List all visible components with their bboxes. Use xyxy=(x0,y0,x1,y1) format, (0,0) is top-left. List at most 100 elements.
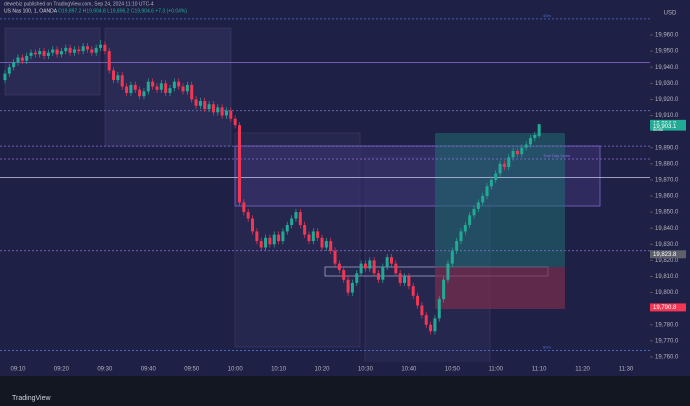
price-label-box xyxy=(650,303,686,312)
zone-box xyxy=(4,27,101,96)
candle-body xyxy=(537,124,541,137)
y-tick-label: 19,830.0 xyxy=(655,242,679,248)
candle-body xyxy=(29,52,33,56)
x-tick-label: 09:20 xyxy=(54,367,70,373)
y-tick-label: 19,810.0 xyxy=(655,274,679,280)
candle-body xyxy=(194,99,198,106)
candle-body xyxy=(324,241,328,248)
candle-body xyxy=(277,234,281,242)
candle-body xyxy=(25,55,29,61)
candle-body xyxy=(303,224,307,235)
x-tick-label: 10:10 xyxy=(271,367,287,373)
candle-body xyxy=(368,260,372,269)
candle-body xyxy=(233,118,237,126)
candle-body xyxy=(294,212,298,219)
candle-body xyxy=(389,257,393,264)
zones xyxy=(4,27,601,362)
candle-body xyxy=(290,218,294,225)
candle-body xyxy=(511,150,515,158)
candle-body xyxy=(120,75,124,87)
candle-body xyxy=(272,234,276,245)
candle-body xyxy=(155,86,159,90)
candle-body xyxy=(94,47,98,53)
candle-body xyxy=(433,318,437,332)
y-tick-label: 19,860.0 xyxy=(655,194,679,200)
candle-body xyxy=(420,305,424,316)
candle-body xyxy=(129,84,133,93)
candle-body xyxy=(68,47,72,53)
y-tick-label: 19,940.0 xyxy=(655,65,679,71)
candle-body xyxy=(381,266,385,280)
candle-body xyxy=(398,273,402,283)
ohlc-readout: O19,897.2 H19,904.8 L19,896.2 C19,904.6 … xyxy=(58,8,187,14)
candle-body xyxy=(138,89,142,97)
candle-body xyxy=(359,263,363,274)
candle-body xyxy=(285,224,289,232)
y-tick-label: 19,800.0 xyxy=(655,290,679,296)
candle-body xyxy=(463,224,467,232)
candle-body xyxy=(307,234,311,242)
y-tick-label: 19,760.0 xyxy=(655,355,679,361)
price-label-box xyxy=(650,122,686,131)
candle-body xyxy=(329,241,333,251)
candle-body xyxy=(198,101,202,106)
countdown: 00:50 xyxy=(653,127,664,132)
candle-body xyxy=(507,157,511,168)
candle-body xyxy=(502,163,506,168)
candle-body xyxy=(316,231,320,238)
candle-body xyxy=(481,196,485,203)
candle-body xyxy=(485,186,489,196)
candle-body xyxy=(520,147,524,155)
candle-body xyxy=(363,263,367,269)
y-tick-label: 19,870.0 xyxy=(655,177,679,183)
level-label: 60m xyxy=(543,345,551,350)
time-axis-bg xyxy=(0,362,690,376)
candle-body xyxy=(515,150,519,155)
x-tick-label: 10:30 xyxy=(358,367,374,373)
x-tick-label: 09:40 xyxy=(141,367,157,373)
y-tick-label: 19,960.0 xyxy=(655,33,679,39)
x-tick-label: 09:10 xyxy=(10,367,26,373)
candle-body xyxy=(251,218,255,232)
candle-body xyxy=(142,91,146,97)
candle-body xyxy=(372,260,376,274)
candle-body xyxy=(533,134,537,139)
level-label: True Day Open xyxy=(543,153,570,158)
x-tick-label: 11:00 xyxy=(488,367,503,373)
candle-body xyxy=(224,110,228,116)
candle-body xyxy=(437,299,441,319)
candle-body xyxy=(181,86,185,92)
candle-body xyxy=(376,273,380,280)
candle-body xyxy=(112,70,116,81)
candle-body xyxy=(81,46,85,52)
candle-body xyxy=(407,276,411,287)
candle-body xyxy=(38,51,42,55)
candle-body xyxy=(146,81,150,92)
x-tick-label: 09:50 xyxy=(184,367,200,373)
candle-body xyxy=(16,57,20,63)
candle-body xyxy=(342,270,346,280)
candle-body xyxy=(394,263,398,274)
candle-body xyxy=(177,81,181,87)
candle-body xyxy=(164,83,168,93)
y-tick-label: 19,890.0 xyxy=(655,145,679,151)
x-tick-label: 10:50 xyxy=(445,367,461,373)
candle-body xyxy=(133,84,137,90)
candle-body xyxy=(190,84,194,100)
x-tick-label: 11:20 xyxy=(575,367,590,373)
candle-body xyxy=(350,282,354,293)
footer xyxy=(0,376,690,406)
candle-body xyxy=(494,173,498,180)
currency: USD xyxy=(664,11,677,17)
x-tick-label: 10:20 xyxy=(315,367,331,373)
candle-body xyxy=(3,73,7,81)
zone-box xyxy=(104,27,232,147)
candle-body xyxy=(125,86,129,93)
x-tick-label: 10:00 xyxy=(228,367,244,373)
level-label: 40m xyxy=(543,13,551,18)
symbol: US Nas 100, 1, OANDA xyxy=(4,8,58,14)
candle-body xyxy=(103,44,107,52)
candle-body xyxy=(403,276,407,283)
candle-body xyxy=(489,179,493,187)
